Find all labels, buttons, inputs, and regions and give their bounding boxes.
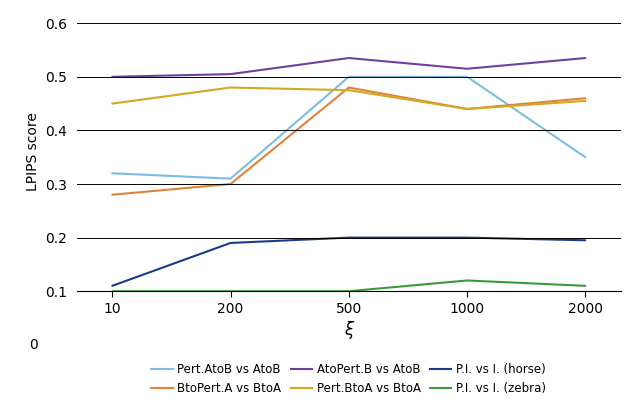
Y-axis label: LPIPS score: LPIPS score <box>26 112 40 191</box>
Text: 0: 0 <box>29 338 38 352</box>
Legend: Pert.AtoB vs AtoB, BtoPert.A vs BtoA, AtoPert.B vs AtoB, Pert.BtoA vs BtoA, P.I.: Pert.AtoB vs AtoB, BtoPert.A vs BtoA, At… <box>147 359 551 400</box>
X-axis label: ξ: ξ <box>344 321 353 339</box>
